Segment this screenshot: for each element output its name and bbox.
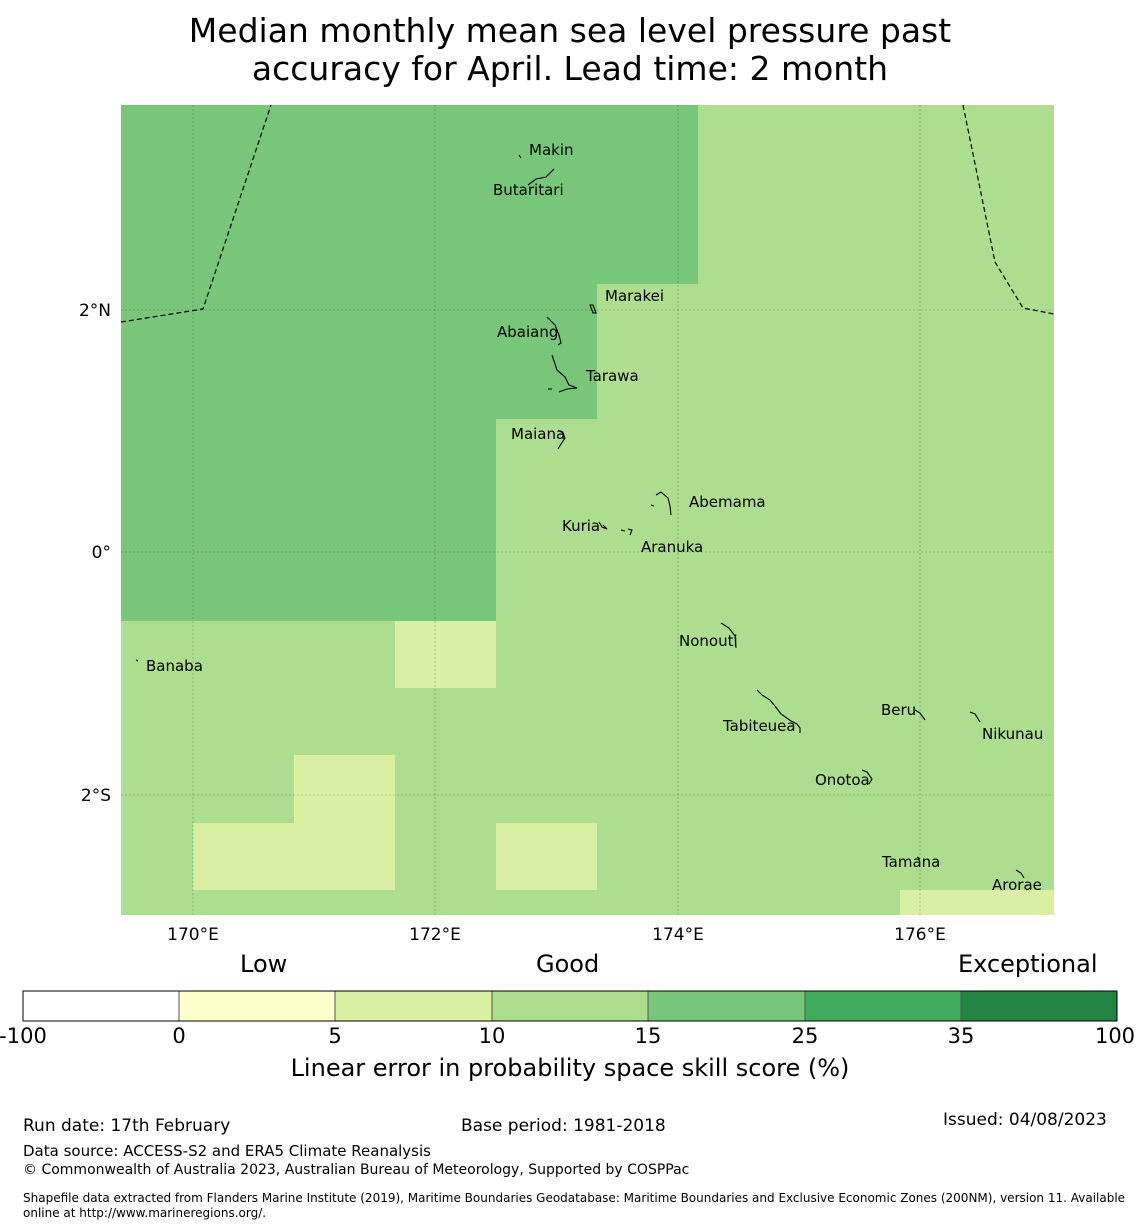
island-shape-onotoa (861, 769, 873, 785)
eez-boundary-east (962, 104, 1055, 315)
lon-label-172e: 172°E (409, 925, 461, 945)
island-label-arorae: Arorae (992, 876, 1042, 894)
island-label-abemama: Abemama (689, 493, 766, 511)
base-period: Base period: 1981-2018 (461, 1116, 666, 1136)
island-label-abaiang: Abaiang (497, 323, 558, 341)
colorbar-title: Linear error in probability space skill … (290, 1054, 850, 1082)
data-source: Data source: ACCESS-S2 and ERA5 Climate … (23, 1142, 431, 1160)
colorbar-segment-35-100 (961, 991, 1117, 1021)
lat-label-0: 0° (92, 543, 111, 563)
copyright: © Commonwealth of Australia 2023, Austra… (23, 1162, 690, 1178)
grid-cell-15-25 (121, 419, 496, 621)
island-shape-beru (914, 709, 926, 721)
title-line-1: Median monthly mean sea level pressure p… (188, 11, 952, 50)
shapefile-credit: Shapefile data extracted from Flanders M… (23, 1191, 1138, 1221)
legend-label-good: Good (536, 950, 600, 978)
island-outlines (135, 154, 1025, 879)
lon-label-170e: 170°E (167, 925, 219, 945)
island-shape-marakei (589, 304, 597, 314)
colorbar-segment-15-25 (648, 991, 805, 1021)
colorbar-tick: 5 (328, 1024, 342, 1048)
colorbar-dividers (178, 991, 962, 1021)
shapefile-credit-line-2: online at http://www.marineregions.org/. (23, 1206, 267, 1220)
colorbar-segment-10-15 (492, 991, 648, 1021)
island-shape-aranuka (620, 528, 633, 536)
island-label-butaritari: Butaritari (493, 181, 564, 199)
lon-label-174e: 174°E (652, 925, 704, 945)
colorbar-segment-0-5 (179, 991, 335, 1021)
grid-cell-5-10 (900, 890, 1054, 915)
eez-boundaries (120, 104, 1055, 323)
colorbar-tick: 0 (172, 1024, 186, 1048)
island-shape-tamana (916, 856, 921, 860)
island-shape-butaritari (527, 168, 555, 186)
colorbar-tick: 100 (1094, 1024, 1136, 1048)
island-label-beru: Beru (881, 701, 916, 719)
grid-cell-5-10 (496, 823, 597, 890)
island-shape-maiana (557, 429, 566, 450)
eez-boundary-west (120, 104, 272, 323)
graticule (121, 105, 1054, 915)
island-shape-abemama (655, 491, 672, 516)
island-shape-abemama-islet (650, 504, 655, 507)
colorbar-tick: 25 (791, 1024, 819, 1048)
lon-label-176e: 176°E (894, 925, 946, 945)
title-line-2: accuracy for April. Lead time: 2 month (251, 49, 889, 88)
island-label-maiana: Maiana (511, 425, 565, 443)
colorbar-tick: -100 (0, 1024, 47, 1048)
colorbar-segment-25-35 (805, 991, 961, 1021)
issued-date: Issued: 04/08/2023 (943, 1110, 1107, 1130)
colorbar-tick: 15 (634, 1024, 662, 1048)
grid-cell-15-25 (121, 284, 597, 419)
island-shape-arorae (1015, 869, 1025, 879)
island-labels: Makin Butaritari Marakei Abaiang Tarawa … (146, 141, 1043, 894)
colorbar-segment-neg100-0 (23, 991, 179, 1021)
shapefile-credit-line-1: Shapefile data extracted from Flanders M… (23, 1191, 1126, 1205)
island-label-nonouti: Nonouti (679, 632, 738, 650)
island-shape-makin (518, 154, 522, 159)
grid-cell-5-10 (193, 823, 294, 890)
island-label-onotoa: Onotoa (815, 771, 870, 789)
legend-label-exceptional: Exceptional (958, 950, 1098, 978)
island-shape-banaba (135, 659, 139, 662)
island-label-marakei: Marakei (605, 287, 664, 305)
island-label-tamana: Tamana (881, 853, 940, 871)
lat-label-2n: 2°N (79, 301, 111, 321)
island-shape-nikunau (969, 711, 981, 723)
island-label-tabiteuea: Tabiteuea (722, 717, 796, 735)
island-shape-kuria (598, 521, 608, 530)
lat-label-2s: 2°S (81, 786, 111, 806)
chart-title: Median monthly mean sea level pressure p… (0, 12, 1140, 88)
colorbar (22, 990, 1118, 1022)
axis-labels: 170°E 172°E 174°E 176°E 2°N 0° 2°S (79, 301, 946, 945)
colorbar-frame (22, 990, 1118, 1022)
island-label-banaba: Banaba (146, 657, 203, 675)
grid-cell-15-25 (121, 105, 698, 284)
island-label-makin: Makin (529, 141, 574, 159)
colorbar-segment-5-10 (335, 991, 492, 1021)
island-label-aranuka: Aranuka (641, 538, 703, 556)
run-date: Run date: 17th February (23, 1116, 231, 1136)
grid-cell-5-10 (294, 755, 395, 890)
island-shape-tabiteuea (756, 689, 801, 733)
grid-cell-5-10 (395, 621, 496, 688)
legend-label-low: Low (240, 950, 288, 978)
island-shape-nonouti (720, 622, 737, 649)
colorbar-tick: 35 (947, 1024, 975, 1048)
island-shape-tarawa (551, 354, 578, 393)
island-label-kuria: Kuria (562, 517, 600, 535)
island-shape-abaiang (546, 316, 562, 346)
island-label-nikunau: Nikunau (982, 725, 1043, 743)
colorbar-tick: 10 (478, 1024, 506, 1048)
skill-grid (121, 105, 1054, 915)
island-label-tarawa: Tarawa (585, 367, 639, 385)
